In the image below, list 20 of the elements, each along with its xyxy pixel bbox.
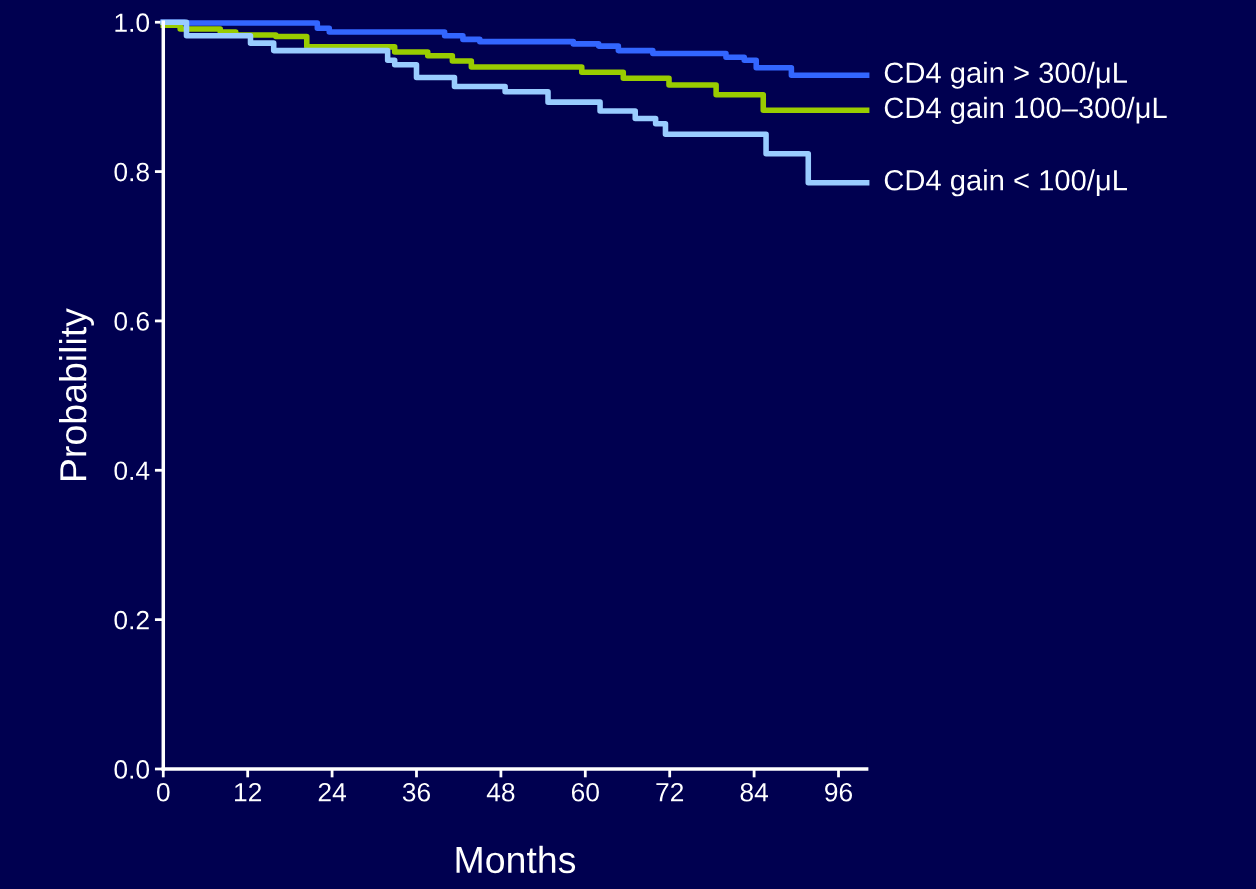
y-tick-label: 0.2 [114, 610, 149, 630]
x-tick-label: 84 [740, 782, 769, 802]
x-tick-label: 24 [318, 782, 346, 802]
x-tick-label: 0 [156, 782, 170, 802]
y-axis-title: Probability [59, 308, 94, 481]
y-tick-label: 0.6 [114, 312, 149, 331]
y-tick-label: 0.0 [114, 760, 150, 779]
x-tick-label: 72 [656, 782, 684, 802]
x-tick-label: 48 [486, 782, 515, 802]
y-tick-label: 0.4 [114, 461, 150, 481]
x-tick-label: 12 [235, 782, 262, 802]
y-tick-label: 1.0 [115, 13, 150, 33]
y-tick-label: 0.8 [114, 162, 149, 182]
x-tick-label: 96 [825, 782, 853, 802]
x-axis-title: Months [456, 845, 576, 874]
series-label: CD4 gain > 300/μL [884, 61, 1127, 89]
series-label: CD4 gain 100–300/μL [884, 96, 1167, 124]
x-tick-label: 60 [571, 782, 599, 802]
series-label: CD4 gain < 100/μL [884, 169, 1127, 197]
x-tick-label: 36 [402, 782, 431, 802]
